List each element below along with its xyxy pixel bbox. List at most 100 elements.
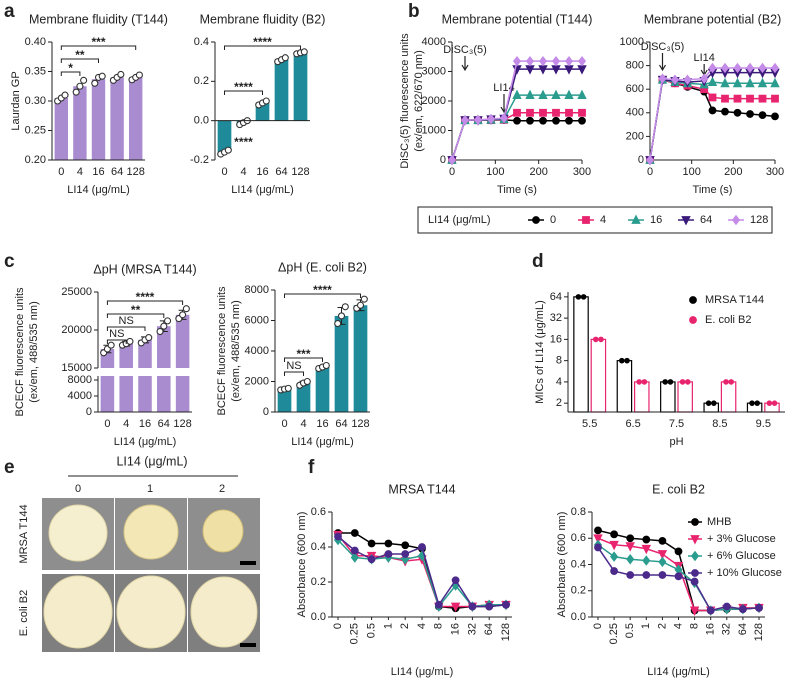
replicate-point xyxy=(179,311,187,319)
marker xyxy=(513,116,521,125)
x-tick-label: 0.5 xyxy=(366,623,378,638)
marker xyxy=(485,602,494,611)
marker xyxy=(539,116,547,125)
marker xyxy=(626,554,635,565)
marker xyxy=(708,106,717,115)
x-tick-label: 128 xyxy=(500,623,512,641)
x-tick-label: 128 xyxy=(291,166,309,178)
x-axis-label: LI14 (μg/mL) xyxy=(647,666,710,678)
annotation-arrow xyxy=(700,64,708,77)
legend-marker xyxy=(690,550,700,562)
legend-marker xyxy=(689,316,697,324)
significance: *** xyxy=(91,35,105,49)
significance: *** xyxy=(296,347,310,361)
marker xyxy=(367,539,376,548)
x-tick-label: 200 xyxy=(529,166,547,178)
y-tick-label: 1000 xyxy=(620,36,644,48)
annotation: DiSC₃(5) xyxy=(641,41,685,53)
significance: NS xyxy=(109,328,124,340)
marker xyxy=(594,543,602,552)
x-tick-label: 4 xyxy=(123,418,129,430)
marker xyxy=(625,542,635,552)
comparison-bracket xyxy=(224,45,301,50)
colony xyxy=(48,504,108,562)
significance: NS xyxy=(286,360,301,372)
panel-label: a xyxy=(4,1,15,22)
colony xyxy=(123,504,179,560)
legend-label: MHB xyxy=(707,516,731,528)
marker xyxy=(642,535,651,544)
replicate-dot xyxy=(667,379,674,385)
marker xyxy=(512,89,522,99)
y-tick-label: 4000 xyxy=(245,345,269,357)
replicate-dot xyxy=(684,379,691,385)
chart-title: Membrane potential (B2) xyxy=(644,12,782,26)
marker xyxy=(707,76,718,87)
marker xyxy=(708,62,717,74)
x-axis-label: Time (s) xyxy=(693,184,733,196)
x-tick-label: 4 xyxy=(300,418,306,430)
marker xyxy=(512,55,522,67)
significance: **** xyxy=(253,35,272,49)
replicate-dot xyxy=(662,379,669,385)
x-tick-label: 5.5 xyxy=(582,418,597,430)
replicate-dot xyxy=(598,336,604,343)
chart-title: Membrane potential (T144) xyxy=(442,12,593,26)
comparison-bracket xyxy=(60,58,99,63)
annotation-arrow xyxy=(658,53,667,72)
x-tick-label: 64 xyxy=(111,166,123,178)
marker xyxy=(745,77,755,88)
legend-label: 16 xyxy=(650,214,662,226)
bar xyxy=(274,59,289,121)
panel-label: e xyxy=(4,457,15,478)
x-tick-label: 0 xyxy=(592,623,604,629)
comparison-bracket xyxy=(106,313,165,318)
panel-label: d xyxy=(532,251,544,272)
y-tick-label: 64 xyxy=(550,291,562,303)
comparison-bracket xyxy=(284,293,361,298)
legend-marker xyxy=(691,569,699,577)
replicate-dot xyxy=(641,379,648,385)
replicate-point xyxy=(135,71,143,79)
replicate-point xyxy=(156,327,164,336)
y-tick-label: 3000 xyxy=(422,65,446,77)
legend-label: 64 xyxy=(700,214,712,226)
legend-marker xyxy=(691,518,699,526)
series-line xyxy=(451,119,582,161)
marker xyxy=(609,540,619,551)
x-tick-label: 100 xyxy=(682,166,700,178)
bar xyxy=(277,389,292,412)
replicate-point xyxy=(224,146,232,154)
panel-label: b xyxy=(408,1,420,22)
x-tick-label: 0 xyxy=(449,166,455,178)
y-tick-label: 16 xyxy=(550,333,562,345)
y-tick-label: 8000 xyxy=(245,284,269,296)
marker xyxy=(577,89,587,99)
y-tick-label: 8000 xyxy=(68,374,92,386)
bar xyxy=(660,381,676,413)
photo-panel: LI14 (μg/mL) 0 1 2 MRSA T144 E. coli B2 xyxy=(18,454,260,652)
legend-label: 4 xyxy=(600,214,606,226)
marker xyxy=(706,606,715,615)
scale-bar xyxy=(240,643,256,647)
legend-title: LI14 (μg/mL) xyxy=(428,214,491,226)
replicate-dot xyxy=(636,379,642,385)
x-tick-label: 7.5 xyxy=(669,418,684,430)
marker xyxy=(689,606,700,616)
x-tick-label: 16 xyxy=(450,623,462,635)
marker xyxy=(721,107,729,116)
replicate-point xyxy=(61,91,69,99)
x-axis-label: LI14 (μg/mL) xyxy=(291,436,354,448)
replicate-dot xyxy=(749,400,755,406)
axis-break xyxy=(99,368,193,376)
significance: * xyxy=(68,61,73,75)
x-tick-label: 0.5 xyxy=(624,623,636,638)
legend-marker xyxy=(631,214,641,224)
marker xyxy=(525,89,535,99)
marker xyxy=(610,530,618,539)
marker xyxy=(739,605,747,614)
marker xyxy=(565,116,573,125)
marker xyxy=(708,93,717,102)
